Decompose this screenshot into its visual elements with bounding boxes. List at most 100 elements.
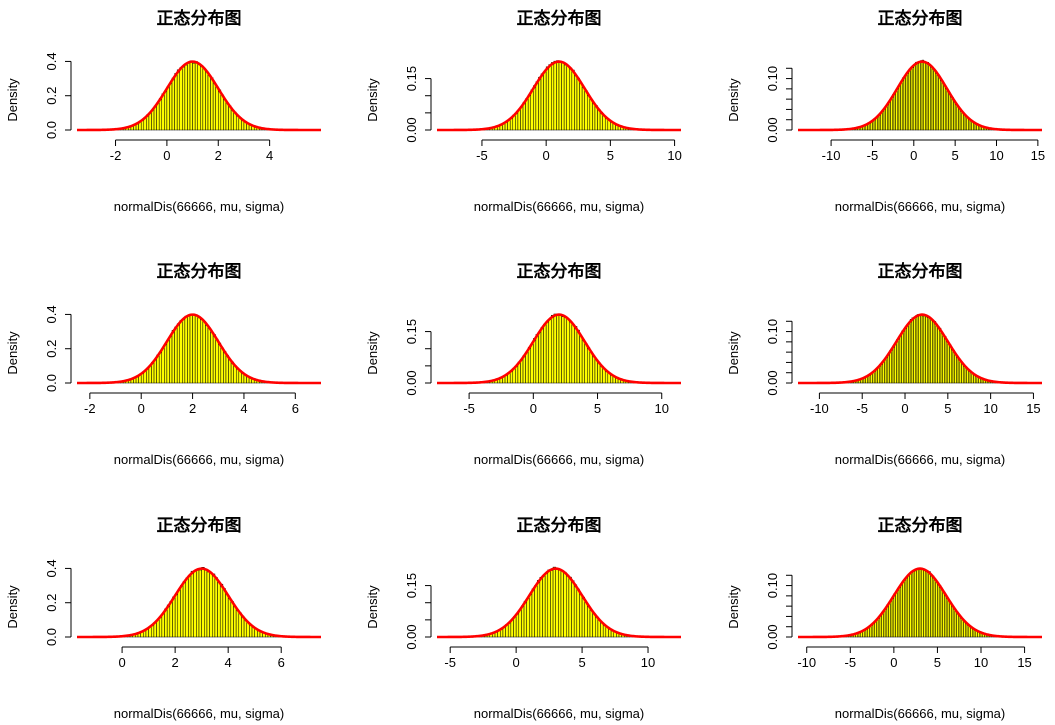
y-tick-label: 0.0	[44, 121, 59, 139]
histogram-bar	[931, 68, 934, 131]
y-tick-label: 0.10	[765, 319, 780, 344]
histogram-bar	[542, 575, 546, 638]
histogram-bar	[161, 93, 165, 131]
histogram-bar	[877, 366, 880, 384]
histogram-bar	[164, 90, 168, 131]
x-tick-label: -2	[110, 148, 122, 163]
histogram-bar	[597, 362, 601, 384]
histogram-bar	[925, 316, 928, 384]
histogram-bar	[196, 570, 200, 638]
density-curve	[798, 567, 1042, 639]
histogram-bar	[515, 112, 519, 131]
histogram-bar	[158, 616, 163, 638]
histogram-bar	[576, 329, 580, 384]
histogram-bar	[174, 594, 179, 638]
histogram-bar	[885, 355, 889, 384]
histogram-bar	[174, 326, 178, 384]
histogram-bar	[897, 589, 900, 638]
histogram-bar	[176, 323, 180, 384]
x-tick-label: -10	[822, 148, 841, 163]
histogram-bar	[957, 358, 961, 384]
histogram-bar	[517, 109, 521, 131]
x-tick-label: -5	[476, 148, 488, 163]
x-tick-label: 4	[266, 148, 273, 163]
histogram-bar	[158, 351, 163, 384]
histogram-bar	[531, 588, 535, 638]
y-tick-label: 0.4	[44, 52, 59, 70]
histogram-bar	[218, 89, 222, 131]
x-tick-label: 10	[974, 655, 988, 670]
histogram-bar	[164, 343, 168, 384]
histogram-bar	[884, 358, 887, 384]
histogram-bar	[212, 573, 216, 638]
histogram-bar	[543, 323, 547, 384]
histogram-bar	[954, 353, 957, 384]
histogram-bar	[574, 326, 578, 384]
x-axis: 0 2 4 6	[118, 646, 285, 670]
histogram-bar	[555, 569, 559, 638]
histogram-bar	[874, 620, 877, 638]
histogram-bar	[228, 105, 232, 131]
x-tick-label: -5	[463, 401, 475, 416]
histogram-bar	[552, 566, 556, 638]
histogram-bar	[952, 607, 956, 638]
histogram-bar	[230, 109, 234, 131]
histogram-bar	[530, 89, 534, 131]
histogram-bar	[877, 616, 881, 638]
histogram-bar	[192, 62, 196, 131]
x-tick-label: -5	[867, 148, 879, 163]
histogram-bar	[924, 570, 928, 638]
histogram-bar	[901, 330, 904, 384]
y-tick-label: 0.00	[404, 624, 419, 649]
histogram-bar	[522, 355, 526, 384]
x-axis-label: normalDis(66666, mu, sigma)	[114, 706, 285, 721]
histogram-bar	[962, 365, 966, 384]
histogram-bar	[945, 339, 949, 384]
chart-title: 正态分布图	[157, 515, 242, 536]
histogram-bar	[202, 67, 206, 131]
histogram-bar	[161, 613, 165, 638]
histogram-bar	[533, 338, 537, 384]
x-tick-label: 15	[1017, 655, 1031, 670]
histogram-bar	[200, 319, 204, 384]
histogram-bar	[579, 335, 583, 384]
histogram-bar	[587, 347, 591, 384]
x-axis: -2 0 2 4	[110, 139, 273, 163]
histogram-bar	[916, 314, 919, 384]
chart-panel-4: 正态分布图 -2 0 2 4 6 normalDis(66666, mu, sigma) 0.…	[5, 261, 321, 467]
y-tick-label: 0.00	[404, 117, 419, 142]
histogram-bar	[529, 593, 533, 638]
histogram-bar	[536, 580, 541, 638]
histogram-bar	[182, 66, 186, 131]
histogram-bar	[954, 103, 958, 131]
histogram-bar	[547, 569, 551, 638]
chart-title: 正态分布图	[517, 515, 602, 536]
histogram-bar	[574, 75, 578, 131]
density-curve	[437, 60, 681, 132]
x-tick-label: 5	[952, 148, 959, 163]
x-tick-label: 2	[172, 655, 179, 670]
histogram-bar	[218, 342, 222, 384]
histogram-bar	[563, 316, 567, 384]
histogram-bar	[558, 315, 562, 384]
histogram-bar	[927, 317, 930, 384]
x-tick-label: 2	[189, 401, 196, 416]
histogram-bar	[881, 611, 884, 638]
histogram-bar	[166, 604, 171, 638]
histogram-bar	[597, 619, 601, 638]
histogram-bar	[553, 60, 557, 131]
histogram-bar	[209, 572, 213, 638]
histogram-bar	[923, 62, 926, 131]
x-tick-label: 6	[278, 655, 285, 670]
histogram-bar	[217, 581, 221, 638]
chart-title: 正态分布图	[878, 261, 963, 282]
histogram-bar	[225, 593, 229, 638]
y-tick-label: 0.2	[44, 340, 59, 358]
y-axis-label: Density	[365, 585, 380, 629]
histogram-bar	[522, 101, 526, 131]
histogram-bar	[904, 327, 907, 384]
histogram-bar	[215, 338, 219, 384]
histogram-bar	[520, 105, 524, 131]
histogram-bar	[959, 616, 963, 638]
